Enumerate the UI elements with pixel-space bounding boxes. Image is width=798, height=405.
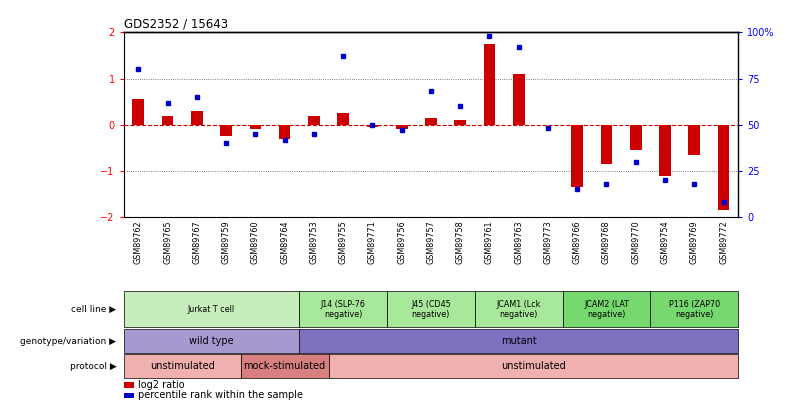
Text: protocol ▶: protocol ▶	[69, 362, 117, 371]
Text: J14 (SLP-76
negative): J14 (SLP-76 negative)	[321, 300, 365, 319]
FancyBboxPatch shape	[387, 291, 475, 327]
Text: GSM89760: GSM89760	[251, 221, 260, 264]
Bar	[338, 113, 349, 125]
Bar	[571, 125, 583, 187]
FancyBboxPatch shape	[299, 329, 738, 353]
Bar	[717, 125, 729, 210]
Bar	[659, 125, 671, 175]
Bar	[601, 125, 612, 164]
FancyBboxPatch shape	[475, 291, 563, 327]
FancyBboxPatch shape	[124, 329, 299, 353]
Text: JCAM1 (Lck
negative): JCAM1 (Lck negative)	[496, 300, 541, 319]
Text: JCAM2 (LAT
negative): JCAM2 (LAT negative)	[584, 300, 629, 319]
Text: GSM89756: GSM89756	[397, 221, 406, 264]
Text: GSM89765: GSM89765	[163, 221, 172, 264]
Text: J45 (CD45
negative): J45 (CD45 negative)	[411, 300, 451, 319]
Bar	[689, 125, 700, 155]
Text: GSM89757: GSM89757	[426, 221, 436, 264]
Bar	[484, 44, 496, 125]
FancyBboxPatch shape	[299, 291, 387, 327]
Text: GSM89759: GSM89759	[222, 221, 231, 264]
Text: genotype/variation ▶: genotype/variation ▶	[20, 337, 117, 345]
Bar	[279, 125, 290, 139]
Text: cell line ▶: cell line ▶	[71, 305, 117, 314]
Bar	[396, 125, 408, 129]
Text: GSM89773: GSM89773	[543, 221, 552, 264]
Text: wild type: wild type	[189, 336, 234, 346]
Text: GDS2352 / 15643: GDS2352 / 15643	[124, 17, 227, 30]
Text: Jurkat T cell: Jurkat T cell	[188, 305, 235, 314]
Bar	[454, 120, 466, 125]
Text: GSM89763: GSM89763	[514, 221, 523, 264]
Bar	[630, 125, 642, 150]
Bar	[132, 99, 144, 125]
Text: GSM89768: GSM89768	[602, 221, 611, 264]
Text: GSM89753: GSM89753	[310, 221, 318, 264]
Text: log2 ratio: log2 ratio	[138, 380, 184, 390]
Bar	[162, 115, 173, 125]
Bar	[425, 118, 437, 125]
Text: P116 (ZAP70
negative): P116 (ZAP70 negative)	[669, 300, 720, 319]
FancyBboxPatch shape	[563, 291, 650, 327]
Text: GSM89758: GSM89758	[456, 221, 464, 264]
Bar	[308, 115, 320, 125]
Text: GSM89761: GSM89761	[485, 221, 494, 264]
Text: GSM89770: GSM89770	[631, 221, 640, 264]
Text: mock-stimulated: mock-stimulated	[243, 361, 326, 371]
Text: GSM89754: GSM89754	[661, 221, 670, 264]
Bar	[366, 125, 378, 127]
Text: GSM89762: GSM89762	[134, 221, 143, 264]
FancyBboxPatch shape	[329, 354, 738, 378]
Bar	[220, 125, 232, 136]
Text: unstimulated: unstimulated	[501, 361, 566, 371]
Text: percentile rank within the sample: percentile rank within the sample	[138, 390, 303, 401]
Bar	[191, 111, 203, 125]
Text: unstimulated: unstimulated	[150, 361, 215, 371]
Text: GSM89766: GSM89766	[573, 221, 582, 264]
FancyBboxPatch shape	[241, 354, 329, 378]
FancyBboxPatch shape	[650, 291, 738, 327]
Text: GSM89767: GSM89767	[192, 221, 201, 264]
Text: GSM89764: GSM89764	[280, 221, 289, 264]
Bar	[513, 74, 524, 125]
FancyBboxPatch shape	[124, 354, 241, 378]
Text: mutant: mutant	[501, 336, 536, 346]
Text: GSM89771: GSM89771	[368, 221, 377, 264]
FancyBboxPatch shape	[124, 291, 299, 327]
Text: GSM89772: GSM89772	[719, 221, 728, 264]
Bar	[250, 125, 261, 129]
Text: GSM89769: GSM89769	[689, 221, 699, 264]
Text: GSM89755: GSM89755	[338, 221, 348, 264]
